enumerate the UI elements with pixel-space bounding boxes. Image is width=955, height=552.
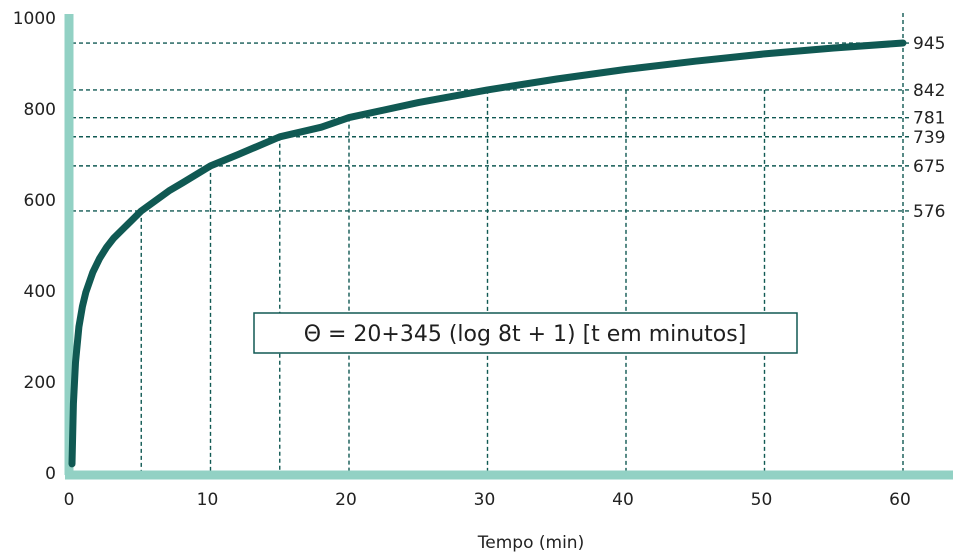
y-tick-label: 200 — [24, 373, 56, 393]
y-tick-label: 1000 — [13, 9, 56, 29]
y-tick-label: 600 — [24, 191, 56, 211]
right-value-label: 675 — [913, 157, 945, 177]
y-tick-label: 800 — [24, 100, 56, 120]
x-tick-label: 0 — [64, 490, 75, 510]
x-tick-label: 20 — [335, 490, 357, 510]
formula-box: Θ = 20+345 (log 8t + 1) [t em minutos] — [253, 312, 798, 354]
x-tick-label: 60 — [889, 490, 911, 510]
formula-box-border — [253, 312, 798, 354]
right-value-label: 576 — [913, 202, 945, 222]
axes — [64, 14, 953, 480]
x-tick-label: 10 — [197, 490, 219, 510]
y-tick-label: 0 — [45, 464, 56, 484]
x-tick-label: 30 — [474, 490, 496, 510]
right-value-label: 781 — [913, 109, 945, 129]
right-value-label: 842 — [913, 81, 945, 101]
y-tick-label: 400 — [24, 282, 56, 302]
x-tick-label: 40 — [612, 490, 634, 510]
series-line — [68, 39, 907, 468]
right-value-label: 739 — [913, 128, 945, 148]
reference-guides — [72, 13, 910, 473]
x-tick-label: 50 — [751, 490, 773, 510]
x-axis-label: Tempo (min) — [477, 533, 584, 552]
right-value-label: 945 — [913, 34, 945, 54]
formula-text: Θ = 20+345 (log 8t + 1) [t em minutos] — [304, 322, 747, 347]
